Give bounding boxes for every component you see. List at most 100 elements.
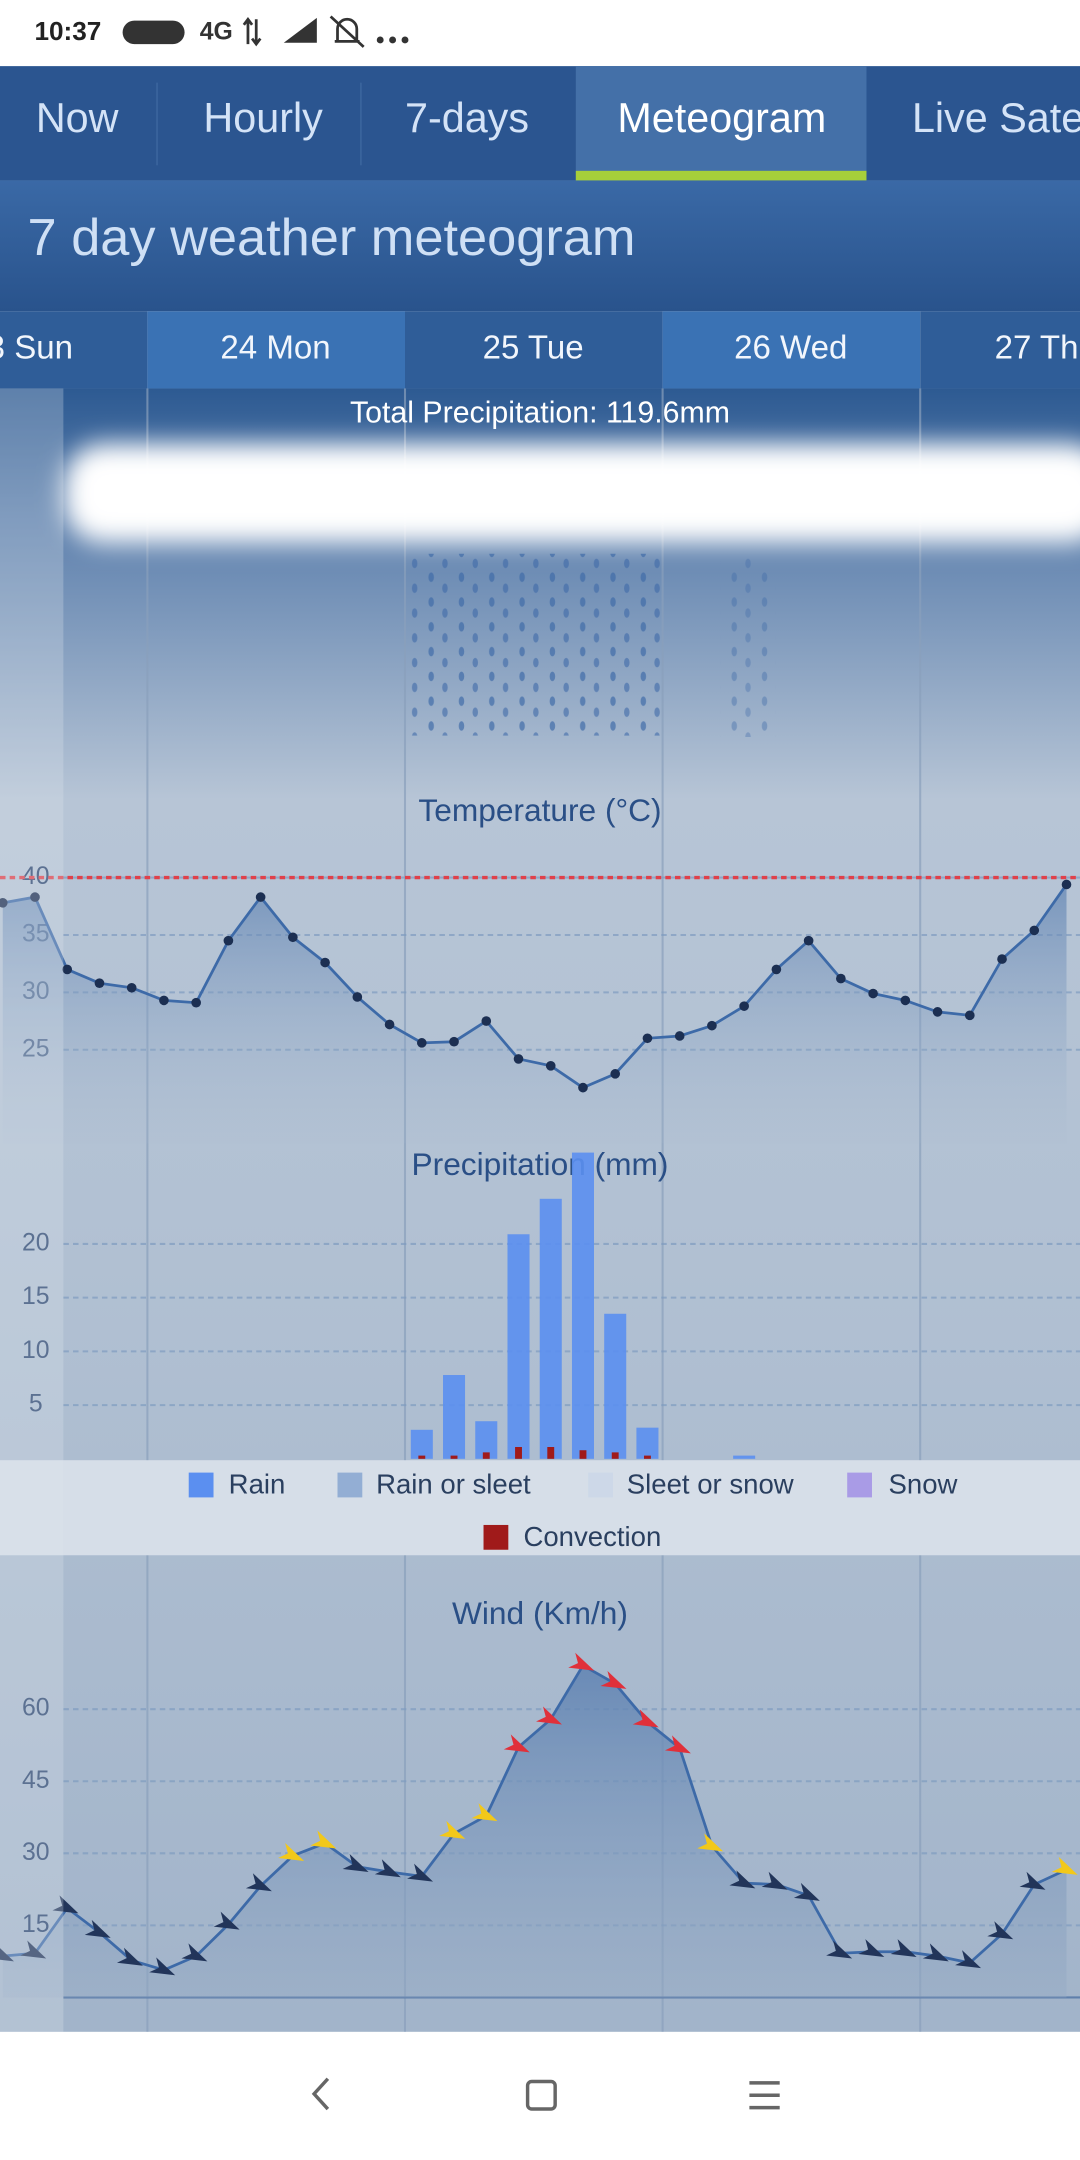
point	[94, 978, 105, 989]
tab[interactable]: 7-days	[405, 95, 529, 141]
wind-arrow	[1051, 1856, 1078, 1875]
wind-arrow	[52, 1895, 79, 1914]
battery-icon	[122, 20, 185, 45]
status-time: 10:37	[34, 16, 101, 46]
legend-label[interactable]: Rain or sleet	[376, 1469, 531, 1500]
legend-swatch	[337, 1472, 363, 1498]
legend-label[interactable]: Sleet or snow	[627, 1469, 794, 1500]
network-type: 4G	[200, 19, 233, 46]
page-title: 7 day weather meteogram	[28, 209, 636, 267]
point	[223, 935, 234, 946]
wind-arrow	[729, 1870, 756, 1889]
point	[416, 1038, 427, 1048]
day-label[interactable]: 24 Mon	[220, 330, 330, 367]
wind-arrow	[890, 1939, 917, 1958]
wind-arrow	[664, 1735, 691, 1754]
y-tick-label: 40	[22, 863, 50, 890]
point	[159, 995, 169, 1006]
point	[610, 1069, 621, 1079]
day-label[interactable]: 26 Wed	[734, 330, 847, 367]
line	[2, 883, 1068, 1090]
wind-arrow	[955, 1950, 982, 1969]
bar	[733, 1455, 756, 1459]
wind-arrow	[568, 1652, 595, 1671]
point	[1061, 879, 1072, 890]
tab[interactable]: Now	[36, 95, 119, 141]
wind-arrow	[374, 1859, 401, 1878]
point	[449, 1036, 459, 1047]
bar	[507, 1234, 530, 1459]
chart-title: Temperature (°C)	[418, 792, 661, 828]
point	[868, 988, 878, 999]
cloud	[63, 443, 1080, 543]
wind-arrow	[342, 1854, 369, 1872]
nav-bar	[0, 2031, 1080, 2160]
wind-arrow	[503, 1734, 530, 1753]
data-icon	[242, 16, 262, 47]
point	[771, 964, 782, 975]
point	[900, 995, 911, 1006]
point	[352, 992, 363, 1002]
convection-bar	[515, 1447, 522, 1459]
chart-title: Precipitation (mm)	[412, 1146, 669, 1182]
wind-arrow	[826, 1940, 853, 1959]
wind-arrow	[0, 1943, 14, 1962]
wind-arrow	[310, 1830, 337, 1849]
point	[320, 957, 330, 968]
bar	[443, 1375, 466, 1459]
nav-home[interactable]	[525, 2079, 557, 2111]
nav-back[interactable]	[311, 2077, 330, 2111]
wind-arrow	[149, 1957, 176, 1976]
day-label[interactable]: 3 Sun	[0, 330, 73, 367]
legend-swatch	[188, 1472, 214, 1498]
day-label[interactable]: 25 Tue	[483, 330, 584, 367]
bar	[539, 1198, 562, 1459]
wind-arrow	[922, 1943, 949, 1962]
legend-swatch	[847, 1472, 872, 1498]
day-cell	[662, 311, 921, 389]
tab[interactable]: Meteogram	[617, 95, 826, 141]
wind-arrow	[793, 1882, 820, 1901]
day-cell	[920, 311, 1080, 389]
tab[interactable]: Hourly	[203, 95, 323, 141]
wind-arrow	[600, 1670, 627, 1689]
legend-label[interactable]: Snow	[889, 1469, 958, 1500]
legend-band	[0, 1460, 1080, 1556]
point	[803, 935, 814, 946]
point	[545, 1060, 556, 1071]
point	[481, 1016, 492, 1026]
wind-arrow	[278, 1842, 305, 1861]
nav-menu[interactable]	[749, 2081, 780, 2110]
active-tab-indicator	[575, 170, 867, 181]
wind-arrow	[536, 1706, 562, 1725]
wind-arrow	[697, 1833, 724, 1852]
legend-label[interactable]: Rain	[229, 1469, 286, 1500]
y-tick-label: 20	[22, 1229, 50, 1256]
wind-arrow	[471, 1803, 498, 1822]
legend-label[interactable]: Convection	[523, 1521, 661, 1552]
chart-title: Wind (Km/h)	[452, 1595, 628, 1631]
bar	[475, 1421, 498, 1459]
point	[126, 982, 137, 993]
day-cell	[147, 311, 406, 389]
point	[997, 954, 1007, 964]
point	[836, 973, 846, 984]
tab[interactable]: Live Sate	[912, 95, 1080, 141]
past-overlay	[0, 388, 64, 2032]
bar	[410, 1429, 433, 1459]
point	[0, 898, 8, 908]
more-icon	[376, 36, 409, 44]
convection-bar	[418, 1455, 426, 1459]
point	[642, 1033, 653, 1044]
point	[739, 1001, 749, 1011]
point	[707, 1020, 717, 1031]
convection-bar	[547, 1447, 555, 1459]
active-tab-bg	[575, 66, 867, 181]
day-label[interactable]: 27 Th	[995, 330, 1079, 367]
point	[932, 1007, 943, 1017]
bar	[604, 1313, 627, 1459]
legend-swatch	[588, 1472, 614, 1498]
day-cell	[0, 311, 148, 389]
wind-arrow	[181, 1943, 208, 1962]
